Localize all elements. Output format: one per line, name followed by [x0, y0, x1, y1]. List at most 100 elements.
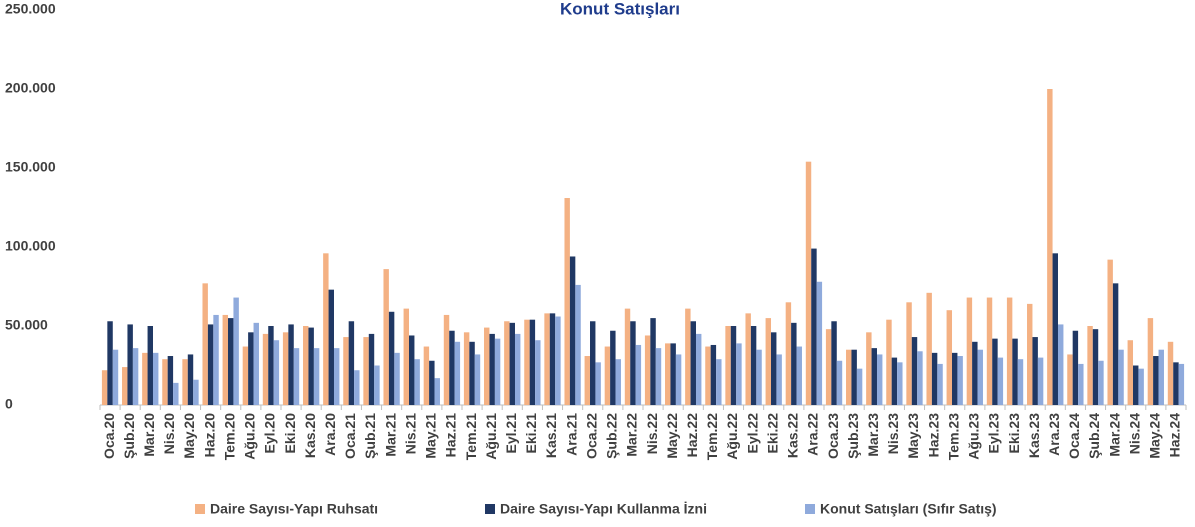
- x-tick-label: Ara.23: [1046, 413, 1062, 456]
- x-tick-label: Nis.24: [1126, 413, 1142, 454]
- x-tick-label: Haz.21: [443, 413, 459, 458]
- bar: [986, 297, 993, 405]
- bar: [1178, 363, 1185, 405]
- bar: [825, 329, 832, 405]
- x-tick-label: Ağu.21: [483, 413, 499, 460]
- x-tick-label: Oca.23: [825, 413, 841, 459]
- bar: [595, 362, 601, 405]
- bar: [805, 161, 812, 405]
- x-tick-label: Şub.20: [121, 413, 137, 459]
- y-tick-label: 0: [5, 396, 13, 412]
- bar: [182, 359, 188, 405]
- x-tick-label: Oca.22: [583, 413, 599, 459]
- bar: [705, 346, 711, 405]
- bar: [308, 327, 314, 405]
- x-tick-label: Eki.20: [282, 413, 298, 454]
- x-tick-label: Mar.24: [1106, 413, 1122, 457]
- bar: [273, 340, 280, 405]
- bar: [268, 326, 274, 405]
- x-tick-label: Ara.21: [563, 413, 579, 456]
- bar: [303, 326, 309, 405]
- bar: [1032, 337, 1038, 405]
- x-tick-label: Nis.21: [402, 413, 418, 454]
- x-tick-label: Tem.21: [463, 413, 479, 460]
- legend-label: Daire Sayısı-Yapı Kullanma İzni: [500, 501, 707, 517]
- legend-swatch: [485, 504, 495, 514]
- bar: [142, 352, 148, 405]
- bar: [675, 354, 682, 405]
- bar: [1138, 368, 1144, 405]
- x-tick-label: Nis.22: [644, 413, 660, 454]
- bar: [710, 344, 717, 405]
- x-tick-label: Tem.22: [704, 413, 720, 460]
- bar: [736, 343, 742, 405]
- bar: [348, 321, 355, 405]
- x-tick-label: Oca.24: [1066, 413, 1082, 459]
- bar: [1067, 354, 1073, 405]
- bar: [1052, 253, 1058, 405]
- bar: [966, 297, 973, 405]
- bar: [851, 349, 857, 405]
- bar: [926, 292, 932, 405]
- bar: [1167, 341, 1174, 405]
- bar: [233, 297, 239, 405]
- bar: [555, 316, 561, 405]
- bar: [745, 313, 751, 405]
- x-tick-label: Mar.23: [865, 413, 881, 457]
- bar: [489, 333, 495, 405]
- chart-title: Konut Satışları: [560, 0, 680, 18]
- bar: [282, 332, 289, 405]
- bar: [363, 337, 369, 405]
- legend-swatch: [195, 504, 205, 514]
- bar: [544, 313, 550, 405]
- bar: [695, 333, 702, 405]
- bar: [1047, 89, 1053, 405]
- bar: [228, 318, 234, 405]
- bar: [906, 302, 912, 405]
- legend-label: Daire Sayısı-Yapı Ruhsatı: [210, 501, 378, 517]
- bar: [207, 324, 214, 405]
- bar: [132, 348, 139, 405]
- x-tick-label: Kas.23: [1026, 413, 1042, 458]
- bar: [343, 337, 349, 405]
- x-tick-label: Mar.20: [141, 413, 157, 457]
- bar: [670, 343, 676, 405]
- bar: [383, 269, 389, 405]
- bar: [484, 327, 490, 405]
- x-tick-label: May.22: [664, 413, 680, 459]
- bar: [1027, 303, 1033, 405]
- x-tick-label: Eki.23: [1006, 413, 1022, 454]
- bar: [1087, 326, 1093, 405]
- x-tick-label: May.21: [423, 413, 439, 459]
- bar: [1147, 318, 1154, 405]
- bar: [876, 354, 883, 405]
- bar: [494, 338, 501, 405]
- bar: [449, 330, 455, 405]
- bar: [403, 308, 410, 405]
- x-tick-label: May.24: [1147, 413, 1163, 459]
- y-tick-label: 100.000: [5, 238, 56, 254]
- bar: [785, 302, 792, 405]
- bar: [897, 362, 903, 405]
- x-tick-label: Eki.21: [523, 413, 539, 454]
- bar: [187, 354, 194, 405]
- bar: [1057, 324, 1064, 405]
- bar: [1158, 349, 1164, 405]
- bar: [891, 357, 898, 405]
- bar: [1107, 259, 1113, 405]
- bar: [690, 321, 696, 405]
- bar: [213, 314, 219, 405]
- x-tick-label: Ağu.23: [966, 413, 982, 460]
- bar: [796, 346, 802, 405]
- bar: [162, 359, 168, 405]
- bar: [222, 314, 229, 405]
- bar: [977, 349, 983, 405]
- x-tick-label: Haz.20: [201, 413, 217, 458]
- x-tick-label: Ara.20: [322, 413, 338, 456]
- bar: [288, 324, 294, 405]
- bar: [354, 370, 360, 405]
- bar: [590, 321, 596, 405]
- bar: [242, 346, 249, 405]
- bar: [610, 330, 616, 405]
- legend-swatch: [805, 504, 815, 514]
